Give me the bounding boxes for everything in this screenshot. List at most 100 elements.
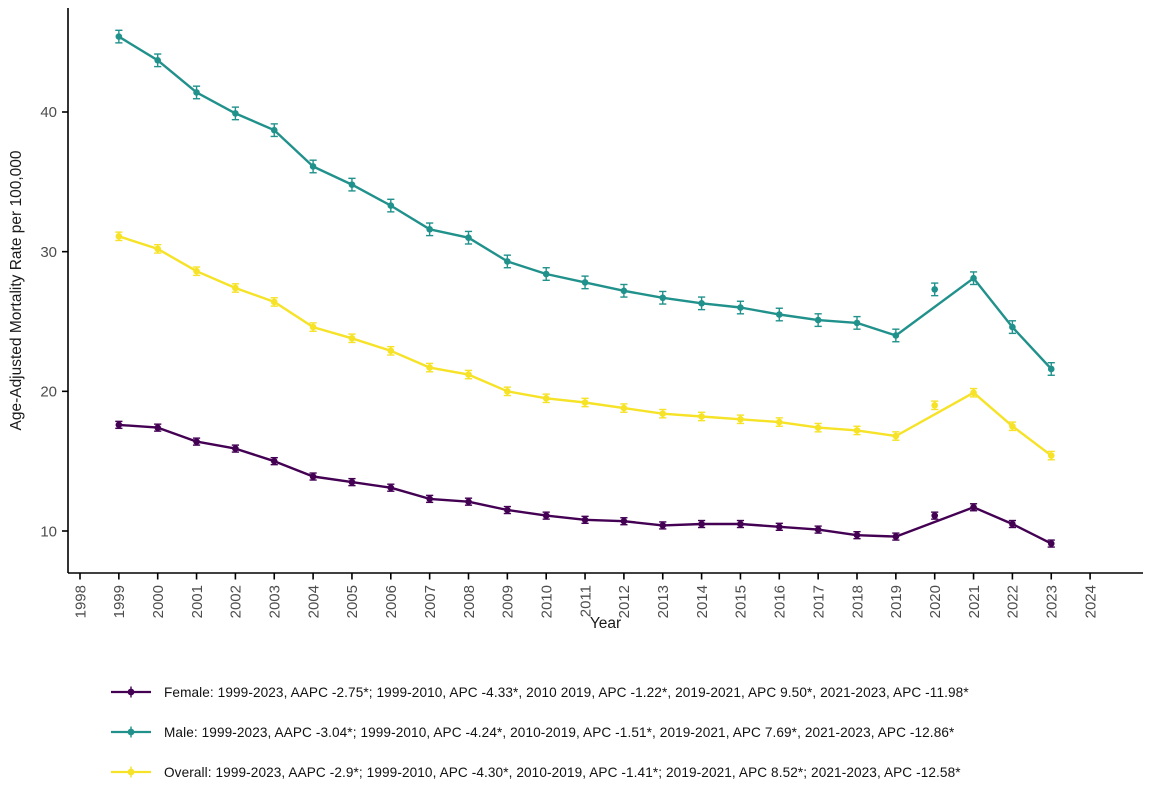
- data-point: [776, 523, 783, 531]
- data-point: [737, 415, 744, 423]
- x-axis-title: Year: [590, 615, 621, 632]
- series-female: [115, 420, 1055, 548]
- legend-item-overall: Overall: 1999-2023, AAPC -2.9*; 1999-201…: [110, 752, 1140, 792]
- data-point: [309, 473, 317, 480]
- svg-text:2010: 2010: [538, 585, 555, 618]
- data-point: [270, 126, 278, 134]
- svg-text:40: 40: [40, 104, 57, 121]
- data-point: [232, 110, 239, 117]
- trend-line: [118, 235, 1053, 457]
- data-point: [931, 401, 938, 409]
- legend-label-male: Male: 1999-2023, AAPC -3.04*; 1999-2010,…: [164, 724, 955, 740]
- svg-text:2023: 2023: [1044, 585, 1061, 618]
- trend-line: [118, 35, 1053, 370]
- svg-text:2011: 2011: [577, 585, 594, 617]
- legend-marker-male-icon: [111, 726, 151, 738]
- data-point: [581, 399, 589, 406]
- data-point: [620, 404, 628, 412]
- data-point: [154, 424, 161, 431]
- data-point: [426, 495, 433, 503]
- data-point: [620, 517, 628, 525]
- data-point: [853, 319, 861, 327]
- data-point: [814, 424, 822, 431]
- data-point: [504, 388, 511, 395]
- legend: Female: 1999-2023, AAPC -2.75*; 1999-201…: [110, 672, 1140, 792]
- svg-text:2000: 2000: [150, 585, 167, 618]
- svg-text:20: 20: [40, 384, 57, 401]
- data-point: [659, 410, 667, 417]
- data-point: [1009, 323, 1016, 331]
- data-point: [348, 478, 356, 486]
- svg-text:2022: 2022: [1005, 585, 1022, 618]
- data-point: [892, 332, 900, 339]
- data-point: [1047, 540, 1055, 547]
- data-point: [309, 323, 317, 331]
- data-point: [504, 506, 511, 514]
- data-point: [737, 304, 744, 311]
- data-point: [154, 57, 161, 64]
- trend-line: [118, 423, 1052, 545]
- svg-text:2021: 2021: [966, 585, 983, 618]
- data-point: [853, 427, 861, 434]
- legend-item-female: Female: 1999-2023, AAPC -2.75*; 1999-201…: [110, 672, 1140, 712]
- x-axis-ticks: 1998 1999 2000 2001 2002 2003 2004 2005 2006 2007…: [72, 573, 1099, 618]
- data-point: [387, 347, 395, 355]
- data-point: [698, 520, 705, 528]
- data-point: [620, 287, 628, 295]
- svg-text:1999: 1999: [111, 585, 128, 618]
- data-point: [776, 418, 783, 426]
- svg-text:10: 10: [40, 523, 57, 540]
- axes: [67, 8, 1143, 574]
- svg-text:2001: 2001: [189, 585, 206, 618]
- svg-text:2014: 2014: [694, 585, 711, 618]
- data-point: [581, 279, 589, 286]
- data-point: [115, 421, 123, 429]
- svg-text:1998: 1998: [72, 585, 89, 618]
- data-point: [426, 364, 433, 371]
- data-point: [970, 389, 977, 397]
- data-point: [892, 432, 900, 440]
- data-point: [232, 284, 239, 292]
- data-point: [659, 522, 667, 529]
- data-point: [1009, 422, 1016, 430]
- data-point: [465, 371, 472, 378]
- data-point: [465, 234, 472, 241]
- data-point: [115, 233, 123, 240]
- svg-text:2019: 2019: [888, 585, 905, 618]
- svg-text:2004: 2004: [305, 585, 322, 618]
- data-point: [465, 498, 472, 505]
- y-axis-ticks: 10 20 30 40: [40, 104, 68, 540]
- svg-text:2009: 2009: [500, 585, 517, 618]
- data-point: [698, 413, 705, 420]
- data-point: [542, 270, 550, 278]
- data-point: [698, 300, 705, 307]
- data-point: [542, 395, 550, 402]
- data-point: [581, 516, 589, 524]
- svg-text:30: 30: [40, 244, 57, 261]
- data-point: [970, 274, 977, 282]
- svg-text:2008: 2008: [461, 585, 478, 618]
- svg-text:2003: 2003: [267, 585, 284, 618]
- data-point: [115, 33, 123, 40]
- data-point: [737, 520, 744, 528]
- data-point: [270, 298, 278, 306]
- data-point: [892, 533, 900, 540]
- svg-text:2005: 2005: [344, 585, 361, 618]
- data-point: [970, 503, 977, 511]
- data-point: [387, 484, 395, 492]
- data-point: [504, 258, 511, 265]
- svg-text:2020: 2020: [927, 585, 944, 618]
- data-point: [193, 438, 200, 445]
- data-point: [348, 334, 356, 342]
- data-point: [1047, 452, 1055, 459]
- data-point: [426, 226, 433, 233]
- data-point: [270, 457, 278, 465]
- data-point: [814, 316, 822, 324]
- y-axis-title: Age-Adjusted Mortality Rate per 100,000: [8, 150, 25, 430]
- svg-text:2007: 2007: [422, 585, 439, 618]
- svg-text:2013: 2013: [655, 585, 672, 618]
- svg-text:2017: 2017: [810, 585, 827, 618]
- svg-text:2018: 2018: [849, 585, 866, 618]
- data-point: [232, 445, 239, 452]
